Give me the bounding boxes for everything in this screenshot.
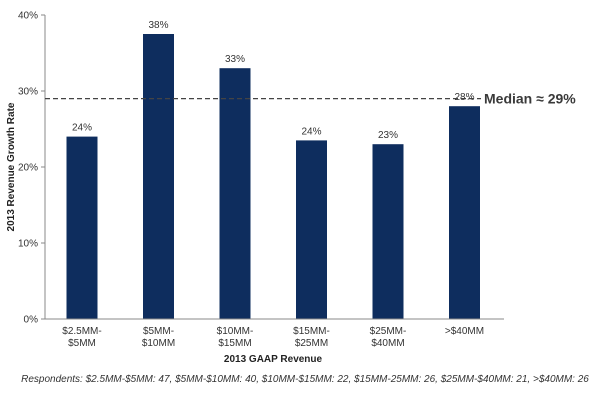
x-category-label: $15MM — [218, 338, 251, 349]
bar-data-label: 23% — [378, 130, 398, 141]
bar-data-label: 33% — [225, 54, 245, 65]
bar — [449, 106, 480, 319]
x-category-label: $10MM- — [217, 326, 254, 337]
bar — [219, 68, 251, 319]
bar-data-label: 24% — [301, 126, 321, 137]
bars: 24% 38% 33% 24% 23% 28% — [66, 20, 480, 319]
bar-data-label: 28% — [454, 92, 474, 103]
bar-data-label: 24% — [72, 123, 92, 134]
median-label: Median ≈ 29% — [484, 91, 576, 107]
x-category-label: $25MM — [295, 338, 328, 349]
x-axis-title: 2013 GAAP Revenue — [224, 354, 323, 365]
bar — [66, 136, 98, 319]
y-tick-label: 40% — [18, 11, 38, 22]
bar-chart: 0% 10% 20% 30% 40% 24% 38% 33% 24% 23% 28% Median… — [6, 11, 576, 366]
bar-data-label: 38% — [148, 20, 168, 31]
respondents-footnote: Respondents: $2.5MM-$5MM: 47, $5MM-$10MM… — [21, 374, 589, 385]
y-tick-label: 0% — [24, 315, 39, 326]
x-category-label: $10MM — [142, 338, 175, 349]
x-category-label: $2.5MM- — [62, 326, 101, 337]
bar — [372, 144, 404, 319]
y-tick-label: 10% — [18, 239, 38, 250]
y-tick-label: 30% — [18, 87, 38, 98]
y-tick-label: 20% — [18, 163, 38, 174]
x-category-label: $15MM- — [293, 326, 330, 337]
x-category-label: $5MM — [68, 338, 96, 349]
y-axis-title: 2013 Revenue Growth Rate — [6, 102, 17, 231]
x-category-label: $25MM- — [370, 326, 407, 337]
y-axis-ticks: 0% 10% 20% 30% 40% — [18, 11, 45, 326]
x-category-label: $5MM- — [143, 326, 174, 337]
x-axis-category-labels: $2.5MM-$5MM$5MM-$10MM$10MM-$15MM$15MM-$2… — [62, 326, 484, 349]
x-category-label: >$40MM — [445, 326, 484, 337]
bar — [143, 34, 174, 319]
bar — [296, 140, 327, 319]
x-category-label: $40MM — [371, 338, 404, 349]
